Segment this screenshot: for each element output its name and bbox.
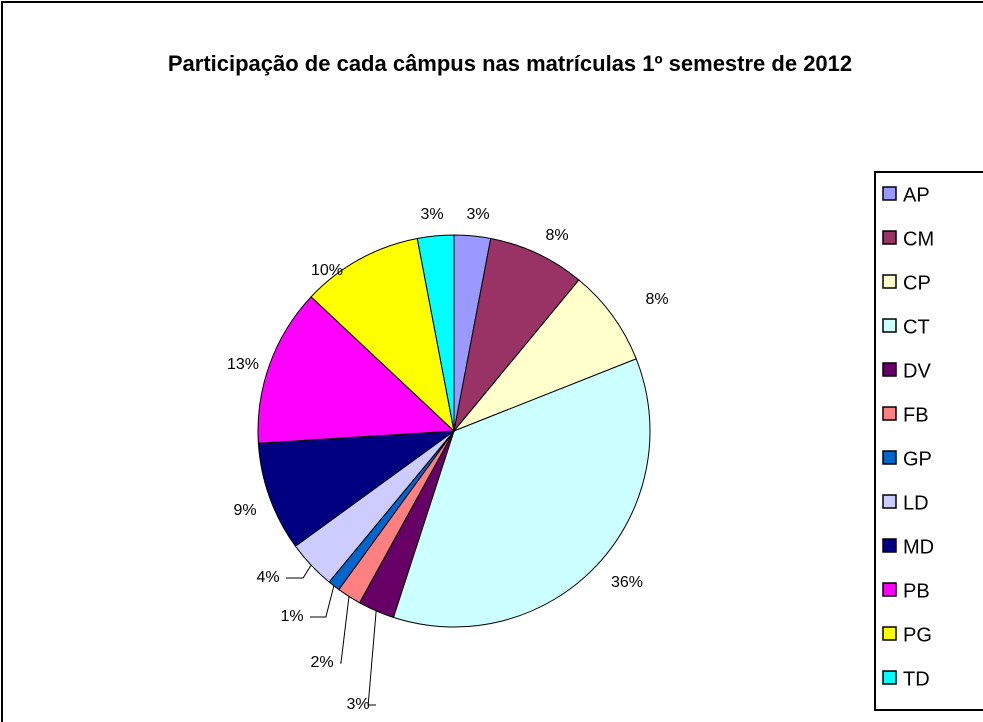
chart-title: Participação de cada câmpus nas matrícul… <box>167 51 853 76</box>
pie-slice <box>257 296 456 444</box>
data-label: 9% <box>233 502 256 519</box>
legend-swatch <box>882 274 897 289</box>
data-label: 8% <box>545 227 568 244</box>
legend-swatch <box>882 494 897 509</box>
leader-line <box>286 564 312 579</box>
data-label: 3% <box>466 206 489 223</box>
legend-label: AP <box>903 184 930 206</box>
data-label: 8% <box>645 291 668 308</box>
data-label: 36% <box>611 574 643 591</box>
pie-slice <box>416 234 455 432</box>
legend-swatch <box>882 406 897 421</box>
legend-label: DV <box>903 360 931 382</box>
legend-label: CP <box>903 272 931 294</box>
data-label: 3% <box>346 696 369 713</box>
pie-slice <box>453 279 637 432</box>
pie-slice <box>257 430 456 547</box>
leader-line <box>367 610 377 706</box>
data-label: 10% <box>311 262 343 279</box>
legend-label: PB <box>903 580 930 602</box>
legend-label: CM <box>903 228 934 250</box>
legend-swatch <box>882 450 897 465</box>
legend-swatch <box>882 538 897 553</box>
pie-slice <box>310 237 455 433</box>
legend-swatch <box>882 626 897 641</box>
legend-label: PG <box>903 624 932 646</box>
legend-label: LD <box>903 492 929 514</box>
legend-swatch <box>882 318 897 333</box>
pie-slice <box>453 237 580 432</box>
data-label: 3% <box>420 206 443 223</box>
leader-line <box>310 585 335 618</box>
legend-swatch <box>882 362 897 377</box>
legend-swatch <box>882 670 897 685</box>
legend-label: TD <box>903 668 930 690</box>
legend-box <box>874 171 983 711</box>
data-label: 1% <box>280 608 303 625</box>
data-label: 2% <box>310 654 333 671</box>
legend-label: GP <box>903 448 932 470</box>
data-label: 13% <box>227 356 259 373</box>
legend-label: CT <box>903 316 930 338</box>
legend-swatch <box>882 582 897 597</box>
legend-label: MD <box>903 536 934 558</box>
legend-label: FB <box>903 404 929 426</box>
leader-line <box>340 596 350 664</box>
data-label: 4% <box>256 569 279 586</box>
pie-slice <box>392 358 651 628</box>
legend-swatch <box>882 230 897 245</box>
legend-swatch <box>882 186 897 201</box>
